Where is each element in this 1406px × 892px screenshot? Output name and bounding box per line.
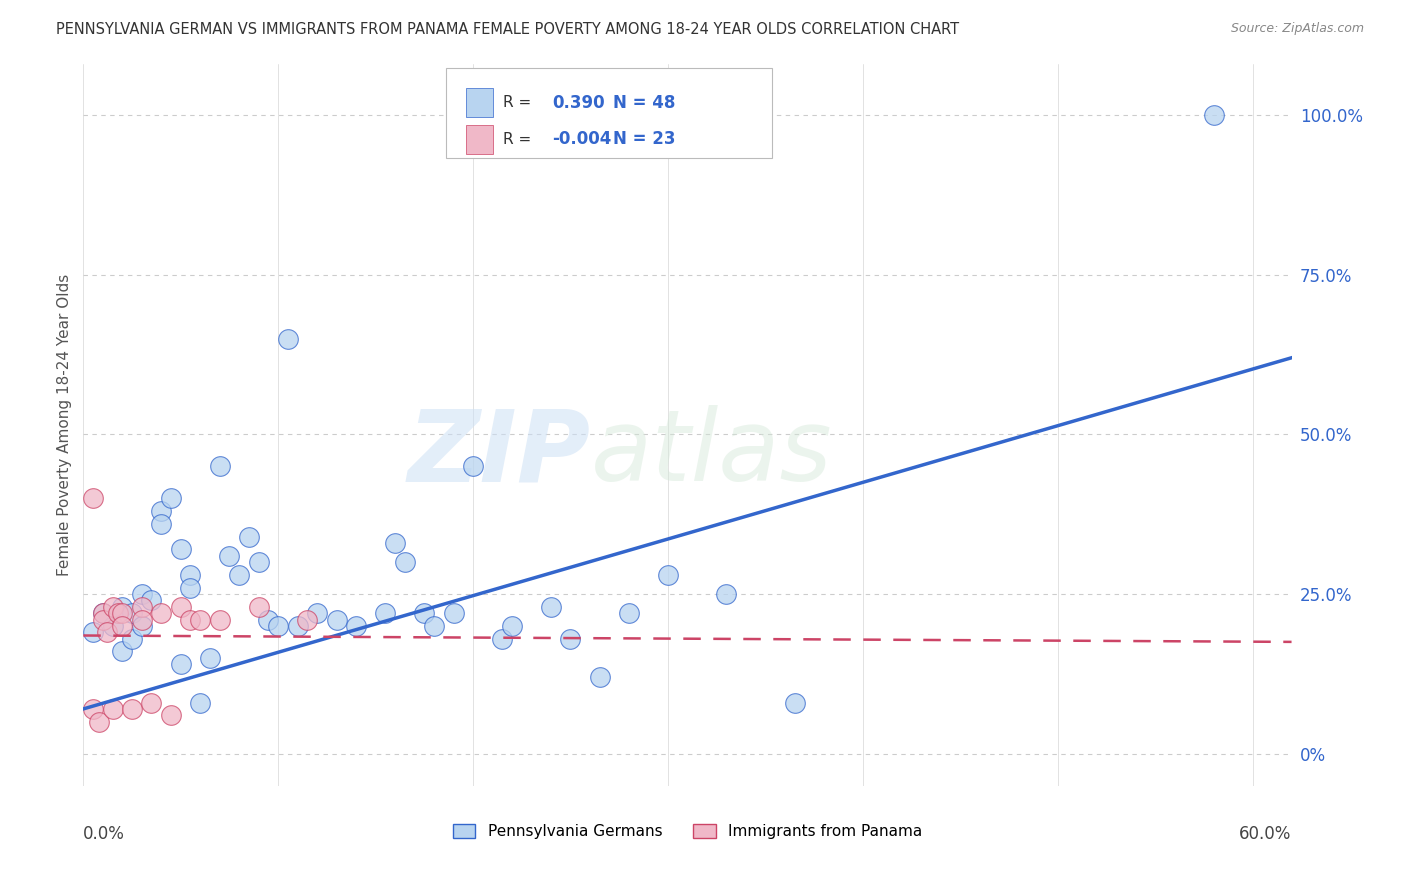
Point [716,587,738,601]
Point [131,613,153,627]
Text: Source: ZipAtlas.com: Source: ZipAtlas.com [1230,22,1364,36]
Point [91,606,114,620]
Point [170,599,193,614]
Point [267,619,290,633]
Point [121,632,143,646]
Point [111,606,134,620]
Point [374,606,396,620]
Text: PENNSYLVANIA GERMAN VS IMMIGRANTS FROM PANAMA FEMALE POVERTY AMONG 18-24 YEAR OL: PENNSYLVANIA GERMAN VS IMMIGRANTS FROM P… [56,22,959,37]
Point [423,619,446,633]
Text: R =: R = [502,132,540,147]
Point [413,606,436,620]
Point [87,714,110,729]
Point [131,599,153,614]
Point [179,581,201,595]
Text: 0.390: 0.390 [553,94,605,112]
Point [111,619,134,633]
Y-axis label: Female Poverty Among 18-24 Year Olds: Female Poverty Among 18-24 Year Olds [58,274,72,576]
Point [170,657,193,672]
FancyBboxPatch shape [446,68,772,158]
Point [160,708,183,723]
Text: R =: R = [502,95,540,111]
Point [443,606,465,620]
Point [91,613,114,627]
Point [82,491,104,506]
Point [783,696,806,710]
Point [344,619,367,633]
FancyBboxPatch shape [467,125,494,153]
Point [461,459,484,474]
Point [141,593,163,607]
Point [150,516,173,531]
Point [491,632,513,646]
Point [1202,108,1225,122]
Point [101,599,124,614]
Point [307,606,329,620]
Point [208,459,231,474]
Point [131,587,153,601]
Text: atlas: atlas [591,405,832,502]
Point [384,536,406,550]
Text: 0.0%: 0.0% [83,825,125,843]
Point [297,613,319,627]
Point [287,619,309,633]
Point [198,650,221,665]
Point [617,606,640,620]
Point [111,599,134,614]
Point [501,619,523,633]
Point [208,613,231,627]
Point [589,670,612,684]
Point [101,702,124,716]
Point [238,529,260,543]
Text: -0.004: -0.004 [553,130,612,148]
Point [394,555,416,569]
Point [96,625,118,640]
Legend: Pennsylvania Germans, Immigrants from Panama: Pennsylvania Germans, Immigrants from Pa… [453,824,922,839]
Point [325,613,347,627]
Point [91,606,114,620]
Point [121,606,143,620]
Point [540,599,562,614]
Point [218,549,240,563]
Point [107,606,129,620]
Point [131,619,153,633]
Point [150,606,173,620]
Point [247,599,270,614]
Text: N = 23: N = 23 [613,130,675,148]
Point [188,696,211,710]
Text: ZIP: ZIP [408,405,591,502]
Point [170,542,193,557]
Point [228,567,250,582]
Point [160,491,183,506]
Point [101,619,124,633]
Point [188,613,211,627]
Text: 60.0%: 60.0% [1239,825,1292,843]
Point [277,332,299,346]
Point [657,567,679,582]
Point [82,702,104,716]
Point [179,567,201,582]
Point [121,702,143,716]
Text: N = 48: N = 48 [613,94,675,112]
Point [150,504,173,518]
Point [179,613,201,627]
Point [560,632,582,646]
Point [247,555,270,569]
Point [141,696,163,710]
FancyBboxPatch shape [467,88,494,117]
Point [257,613,280,627]
Point [111,644,134,658]
Point [82,625,104,640]
